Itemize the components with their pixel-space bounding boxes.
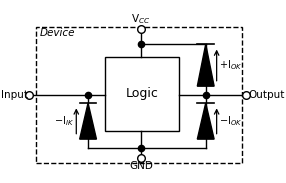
Text: Device: Device [39, 28, 75, 38]
Text: V$_{CC}$: V$_{CC}$ [131, 12, 151, 26]
Text: −I$_{OK}$: −I$_{OK}$ [219, 114, 243, 128]
Text: Logic: Logic [125, 87, 158, 100]
Polygon shape [197, 44, 214, 86]
Text: −I$_{IK}$: −I$_{IK}$ [54, 114, 74, 128]
Bar [105, 57, 179, 131]
Text: GND: GND [129, 161, 153, 171]
Polygon shape [197, 103, 214, 139]
Polygon shape [80, 103, 96, 139]
Text: +I$_{OK}$: +I$_{OK}$ [219, 58, 243, 72]
Text: Input: Input [1, 90, 27, 100]
Bar [36, 27, 242, 163]
Text: Output: Output [249, 90, 285, 100]
